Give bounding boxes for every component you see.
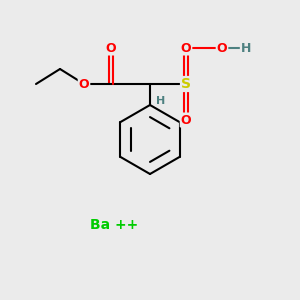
Text: H: H bbox=[156, 95, 165, 106]
Text: O: O bbox=[106, 41, 116, 55]
Text: S: S bbox=[181, 77, 191, 91]
Text: O: O bbox=[181, 113, 191, 127]
Text: O: O bbox=[79, 77, 89, 91]
Text: O: O bbox=[217, 41, 227, 55]
Text: H: H bbox=[241, 41, 251, 55]
Text: O: O bbox=[181, 41, 191, 55]
Text: Ba ++: Ba ++ bbox=[90, 218, 138, 232]
